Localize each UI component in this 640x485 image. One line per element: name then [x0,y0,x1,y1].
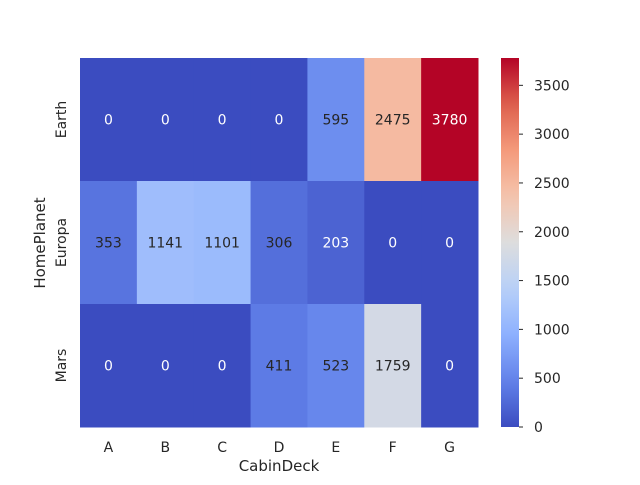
cell-value-label: 306 [266,236,293,252]
y-tick-label: Earth [54,101,70,139]
colorbar-tick-label: 3500 [534,78,570,94]
cell-value-label: 1101 [204,236,240,252]
heatmap-cell [421,304,479,428]
heatmap-cell [307,58,365,182]
heatmap-cell [250,58,308,182]
cell-value-label: 203 [322,236,349,252]
heatmap-cell [364,58,422,182]
x-tick-label: A [104,440,114,456]
cell-value-label: 0 [218,113,227,129]
colorbar-tick-label: 2500 [534,176,570,192]
colorbar-tick-label: 3000 [534,127,570,143]
colorbar-tick-label: 0 [534,420,543,436]
heatmap-cell [421,181,479,305]
colorbar-gradient [501,58,519,427]
x-tick-label: G [444,440,455,456]
heatmap-cell-labels: 0 0 0 0 595 2475 3780 353 1141 1101 306 203 0 0 0 0 0 411… [95,113,467,375]
heatmap-cell [136,181,195,305]
heatmap-cell [250,304,308,428]
heatmap-cell [193,181,252,305]
colorbar-tick-label: 1500 [534,274,570,290]
cell-value-label: 3780 [432,113,468,129]
heatmap-cell [193,304,252,428]
heatmap-cell [364,304,422,428]
x-tick-label: B [160,440,170,456]
cell-value-label: 411 [266,359,293,375]
heatmap-cell [80,58,138,182]
heatmap-cell [80,304,138,428]
cell-value-label: 0 [161,359,170,375]
cell-value-label: 0 [104,113,113,129]
cell-value-label: 0 [161,113,170,129]
colorbar-tick-label: 1000 [534,322,570,338]
cell-value-label: 0 [275,113,284,129]
heatmap-cell [193,58,252,182]
x-axis-label: CabinDeck [239,457,320,475]
colorbar: 0 500 1000 1500 2000 2500 3000 3500 [501,58,570,436]
cell-value-label: 523 [322,359,349,375]
cell-value-label: 595 [322,113,349,129]
cell-value-label: 0 [104,359,113,375]
heatmap-cell [307,181,365,305]
cell-value-label: 0 [388,236,397,252]
x-tick-label: D [274,440,285,456]
heatmap-cell [80,181,138,305]
cell-value-label: 0 [218,359,227,375]
y-axis-ticks: Earth Europa Mars [54,101,70,383]
cell-value-label: 1141 [147,236,183,252]
colorbar-tick-label: 2000 [534,225,570,241]
cell-value-label: 353 [95,236,122,252]
cell-value-label: 2475 [375,113,411,129]
x-tick-label: F [389,440,397,456]
heatmap-cell [307,304,365,428]
heatmap-cell [250,181,308,305]
heatmap-cells [80,58,479,428]
cell-value-label: 1759 [375,359,411,375]
heatmap-cell [136,58,195,182]
x-tick-label: C [217,440,227,456]
x-tick-label: E [331,440,340,456]
heatmap-cell [421,58,479,182]
heatmap-cell [136,304,195,428]
y-axis-label: HomePlanet [31,197,49,288]
y-tick-label: Europa [54,218,70,267]
heatmap-cell [364,181,422,305]
x-axis-ticks: A B C D E F G [104,440,455,456]
cell-value-label: 0 [445,236,454,252]
colorbar-tick-label: 500 [534,371,561,387]
y-tick-label: Mars [54,349,70,383]
cell-value-label: 0 [445,359,454,375]
